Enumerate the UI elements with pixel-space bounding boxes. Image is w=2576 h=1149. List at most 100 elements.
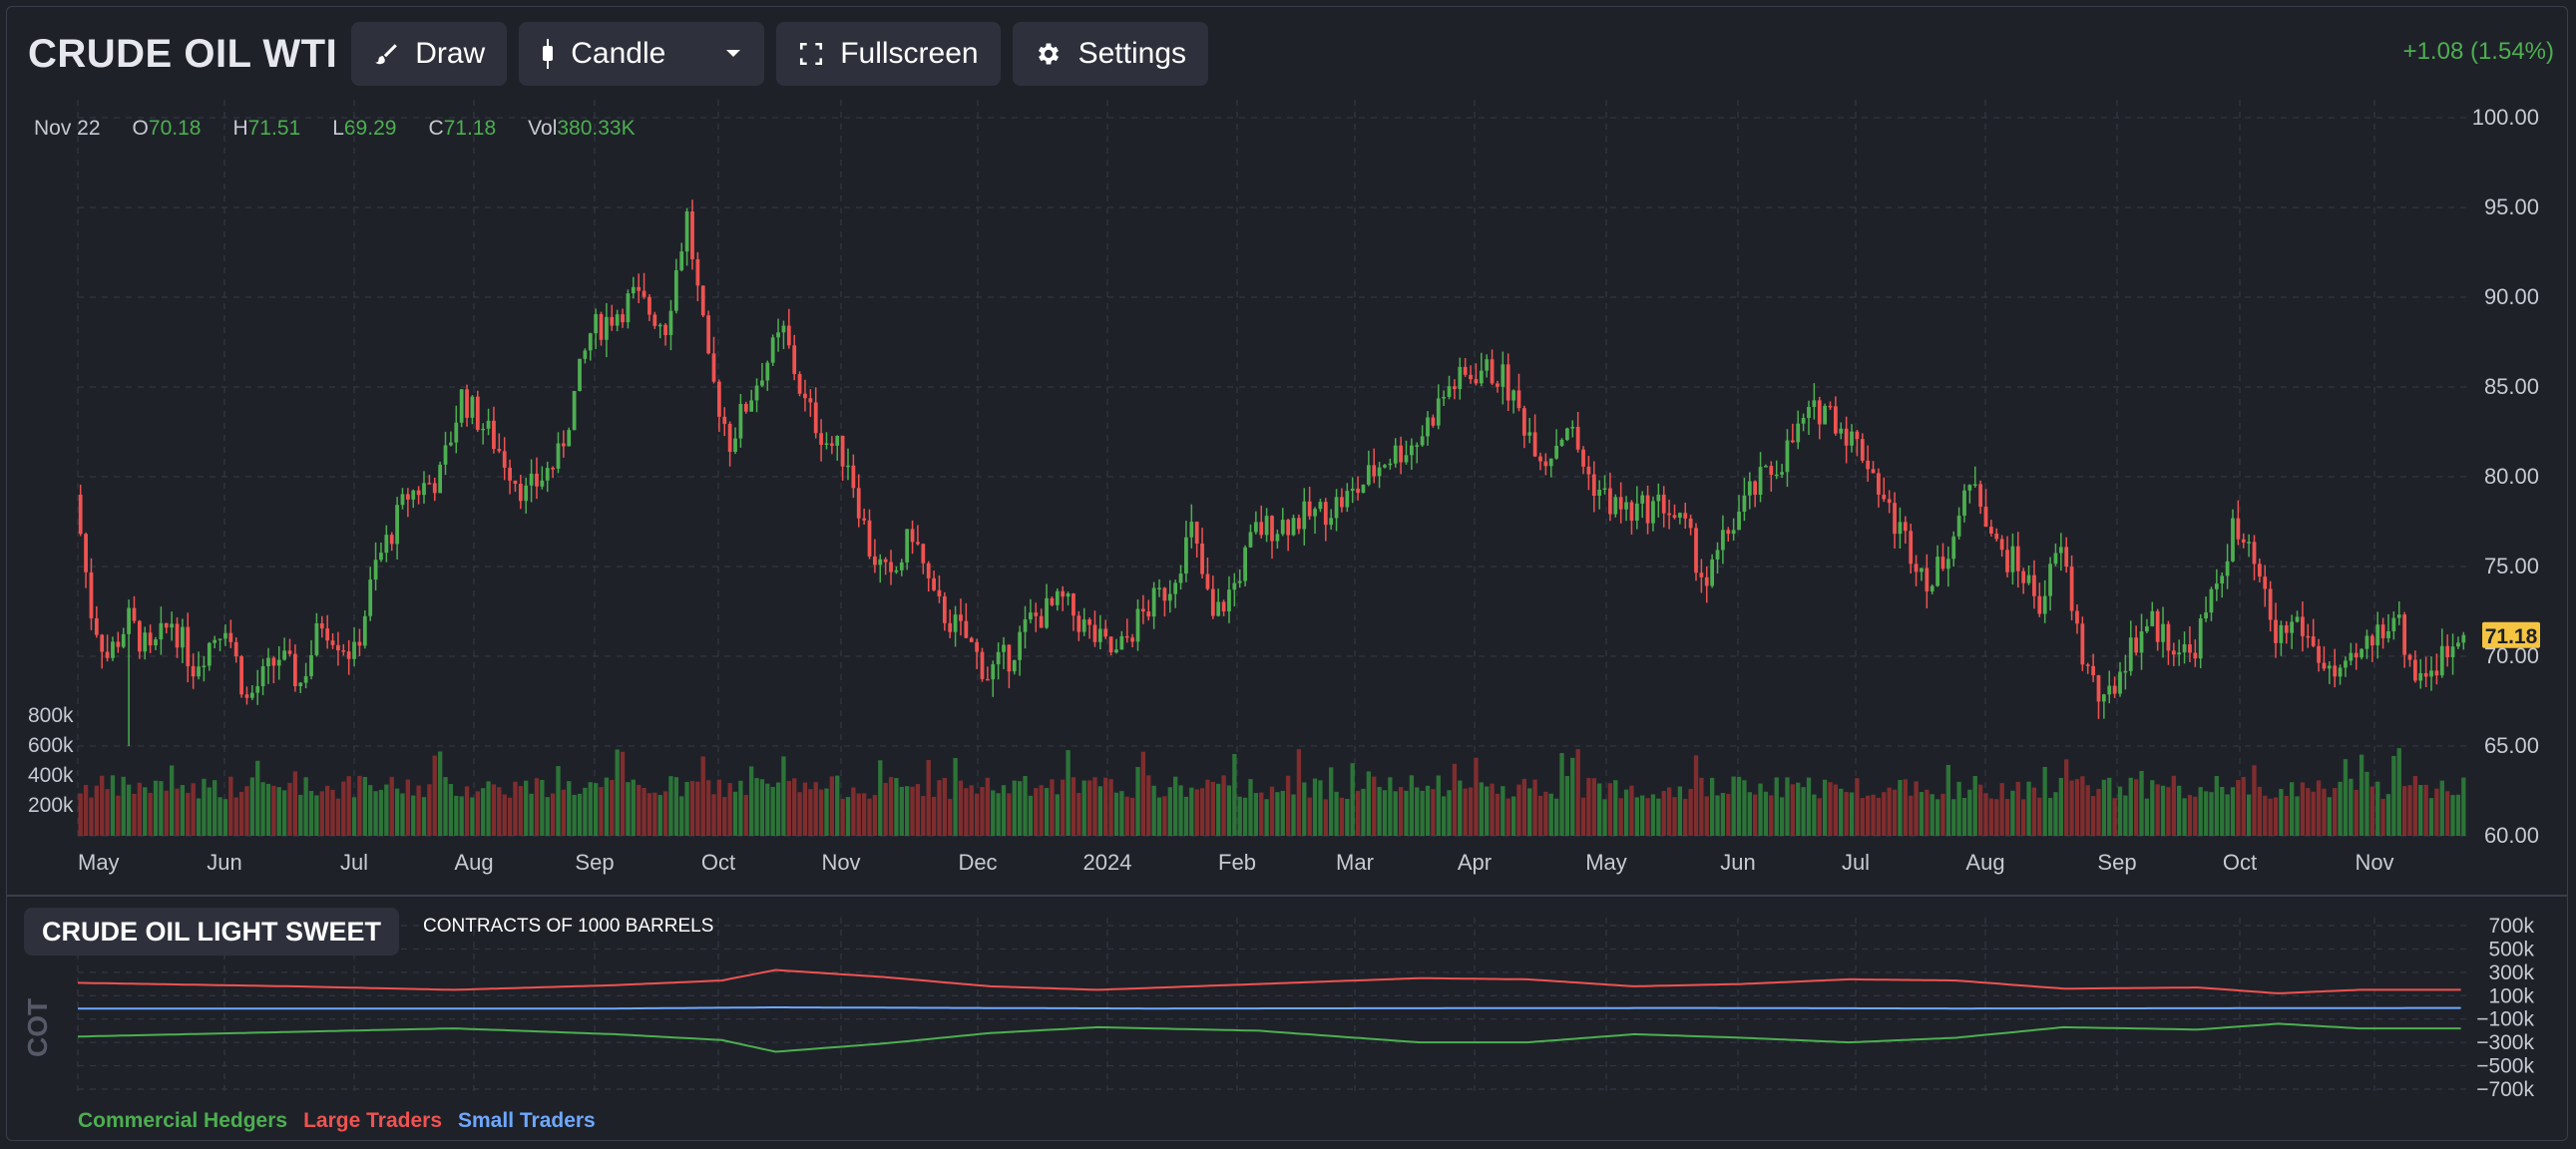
- candle-body: [2214, 583, 2219, 589]
- candle-body: [1597, 489, 1602, 497]
- candle-body: [319, 622, 324, 629]
- candle-body: [2274, 619, 2278, 643]
- volume-bar: [759, 779, 765, 836]
- volume-bar: [2182, 798, 2187, 836]
- candle-icon: [541, 39, 555, 69]
- x-tick-label: May: [78, 850, 120, 875]
- volume-bar: [78, 793, 83, 836]
- candle-body: [2456, 642, 2460, 647]
- ohlc-readout: Nov 22 O70.18 H71.51 L69.29 C71.18 Vol38…: [34, 117, 667, 141]
- candle-body: [1925, 568, 1930, 591]
- candle-body: [1329, 518, 1334, 526]
- candle-body: [497, 449, 502, 452]
- volume-bar: [1956, 781, 1961, 836]
- candle-body: [164, 622, 169, 628]
- candle-body: [1087, 619, 1091, 625]
- cot-y-tick-label: −300k: [2476, 1031, 2534, 1054]
- volume-bar: [1280, 790, 1285, 836]
- volume-bar: [1237, 796, 1242, 836]
- volume-bar: [1833, 784, 1839, 836]
- candle-body: [1753, 481, 1758, 495]
- x-tick-label: Dec: [958, 850, 997, 875]
- candle-body: [652, 314, 657, 326]
- volume-bar: [1415, 787, 1420, 836]
- candle-body: [2317, 645, 2321, 663]
- candle-body: [459, 389, 464, 423]
- candle-body: [1103, 628, 1108, 637]
- volume-bar: [1334, 791, 1339, 836]
- candle-body: [282, 650, 287, 660]
- draw-button[interactable]: Draw: [351, 22, 508, 86]
- volume-bar: [1264, 799, 1269, 836]
- candle-body: [432, 483, 437, 494]
- candle-body: [255, 686, 260, 693]
- volume-bar: [1205, 779, 1210, 836]
- volume-bar: [974, 793, 980, 836]
- candle-body: [621, 314, 625, 323]
- candle-body: [1715, 550, 1720, 560]
- chart-type-select[interactable]: Candle: [519, 22, 765, 86]
- volume-bar: [1903, 779, 1908, 836]
- cot-y-tick-label: 300k: [2488, 961, 2534, 984]
- candle-body: [2134, 637, 2139, 653]
- volume-bar: [105, 789, 110, 836]
- volume-tick-label: 600k: [28, 734, 74, 757]
- candle-body: [486, 420, 491, 429]
- volume-bar: [835, 775, 840, 836]
- candle-body: [1119, 635, 1124, 650]
- candle-body: [1141, 608, 1145, 612]
- cot-legend: Commercial Hedgers Large Traders Small T…: [78, 1109, 596, 1133]
- candle-body: [835, 436, 840, 446]
- candle-body: [2053, 553, 2058, 565]
- volume-bar: [1081, 780, 1086, 836]
- candle-body: [1114, 649, 1118, 653]
- candle-body: [1554, 445, 1559, 459]
- candle-body: [475, 396, 480, 430]
- volume-bar: [679, 796, 684, 836]
- candle-body: [121, 633, 126, 647]
- candle-body: [2161, 623, 2165, 642]
- candle-body: [2026, 574, 2031, 583]
- settings-button[interactable]: Settings: [1012, 22, 1209, 86]
- candle-body: [1785, 440, 1790, 473]
- candle-body: [1581, 449, 1585, 467]
- candle-body: [1871, 469, 1876, 474]
- volume-bar: [2160, 785, 2166, 836]
- volume-bar: [2364, 771, 2369, 836]
- fullscreen-button[interactable]: Fullscreen: [776, 22, 1001, 86]
- volume-bar: [1156, 797, 1162, 836]
- candle-body: [1645, 495, 1650, 524]
- volume-bar: [2074, 779, 2080, 836]
- volume-bar: [1113, 792, 1119, 836]
- volume-bar: [2359, 754, 2364, 836]
- volume-bar: [545, 797, 550, 836]
- candle-body: [964, 620, 969, 638]
- ohlc-date: Nov 22: [34, 117, 101, 140]
- volume-bar: [2300, 782, 2306, 836]
- candle-body: [1420, 436, 1425, 446]
- volume-bar: [2123, 795, 2128, 836]
- volume-bar: [1285, 775, 1291, 836]
- volume-bar: [942, 777, 947, 836]
- volume-bar: [572, 794, 577, 836]
- volume-bar: [700, 756, 705, 836]
- volume-bar: [1372, 776, 1377, 836]
- volume-bar: [1898, 779, 1903, 836]
- candle-body: [1945, 559, 1950, 570]
- volume-bar: [1001, 785, 1007, 836]
- candle-body: [1850, 431, 1854, 446]
- candle-body: [829, 443, 834, 446]
- candle-body: [572, 390, 577, 431]
- candle-body: [1076, 615, 1081, 632]
- candle-body: [1790, 440, 1795, 443]
- volume-bar: [2037, 797, 2042, 836]
- candle-body: [991, 664, 996, 680]
- volume-bar: [1704, 796, 1709, 836]
- candle-body: [873, 556, 877, 566]
- volume-bar: [1967, 789, 1972, 836]
- candle-body: [1855, 431, 1860, 440]
- volume-bar: [1925, 789, 1930, 836]
- volume-bar: [867, 798, 872, 836]
- candle-body: [2182, 644, 2187, 653]
